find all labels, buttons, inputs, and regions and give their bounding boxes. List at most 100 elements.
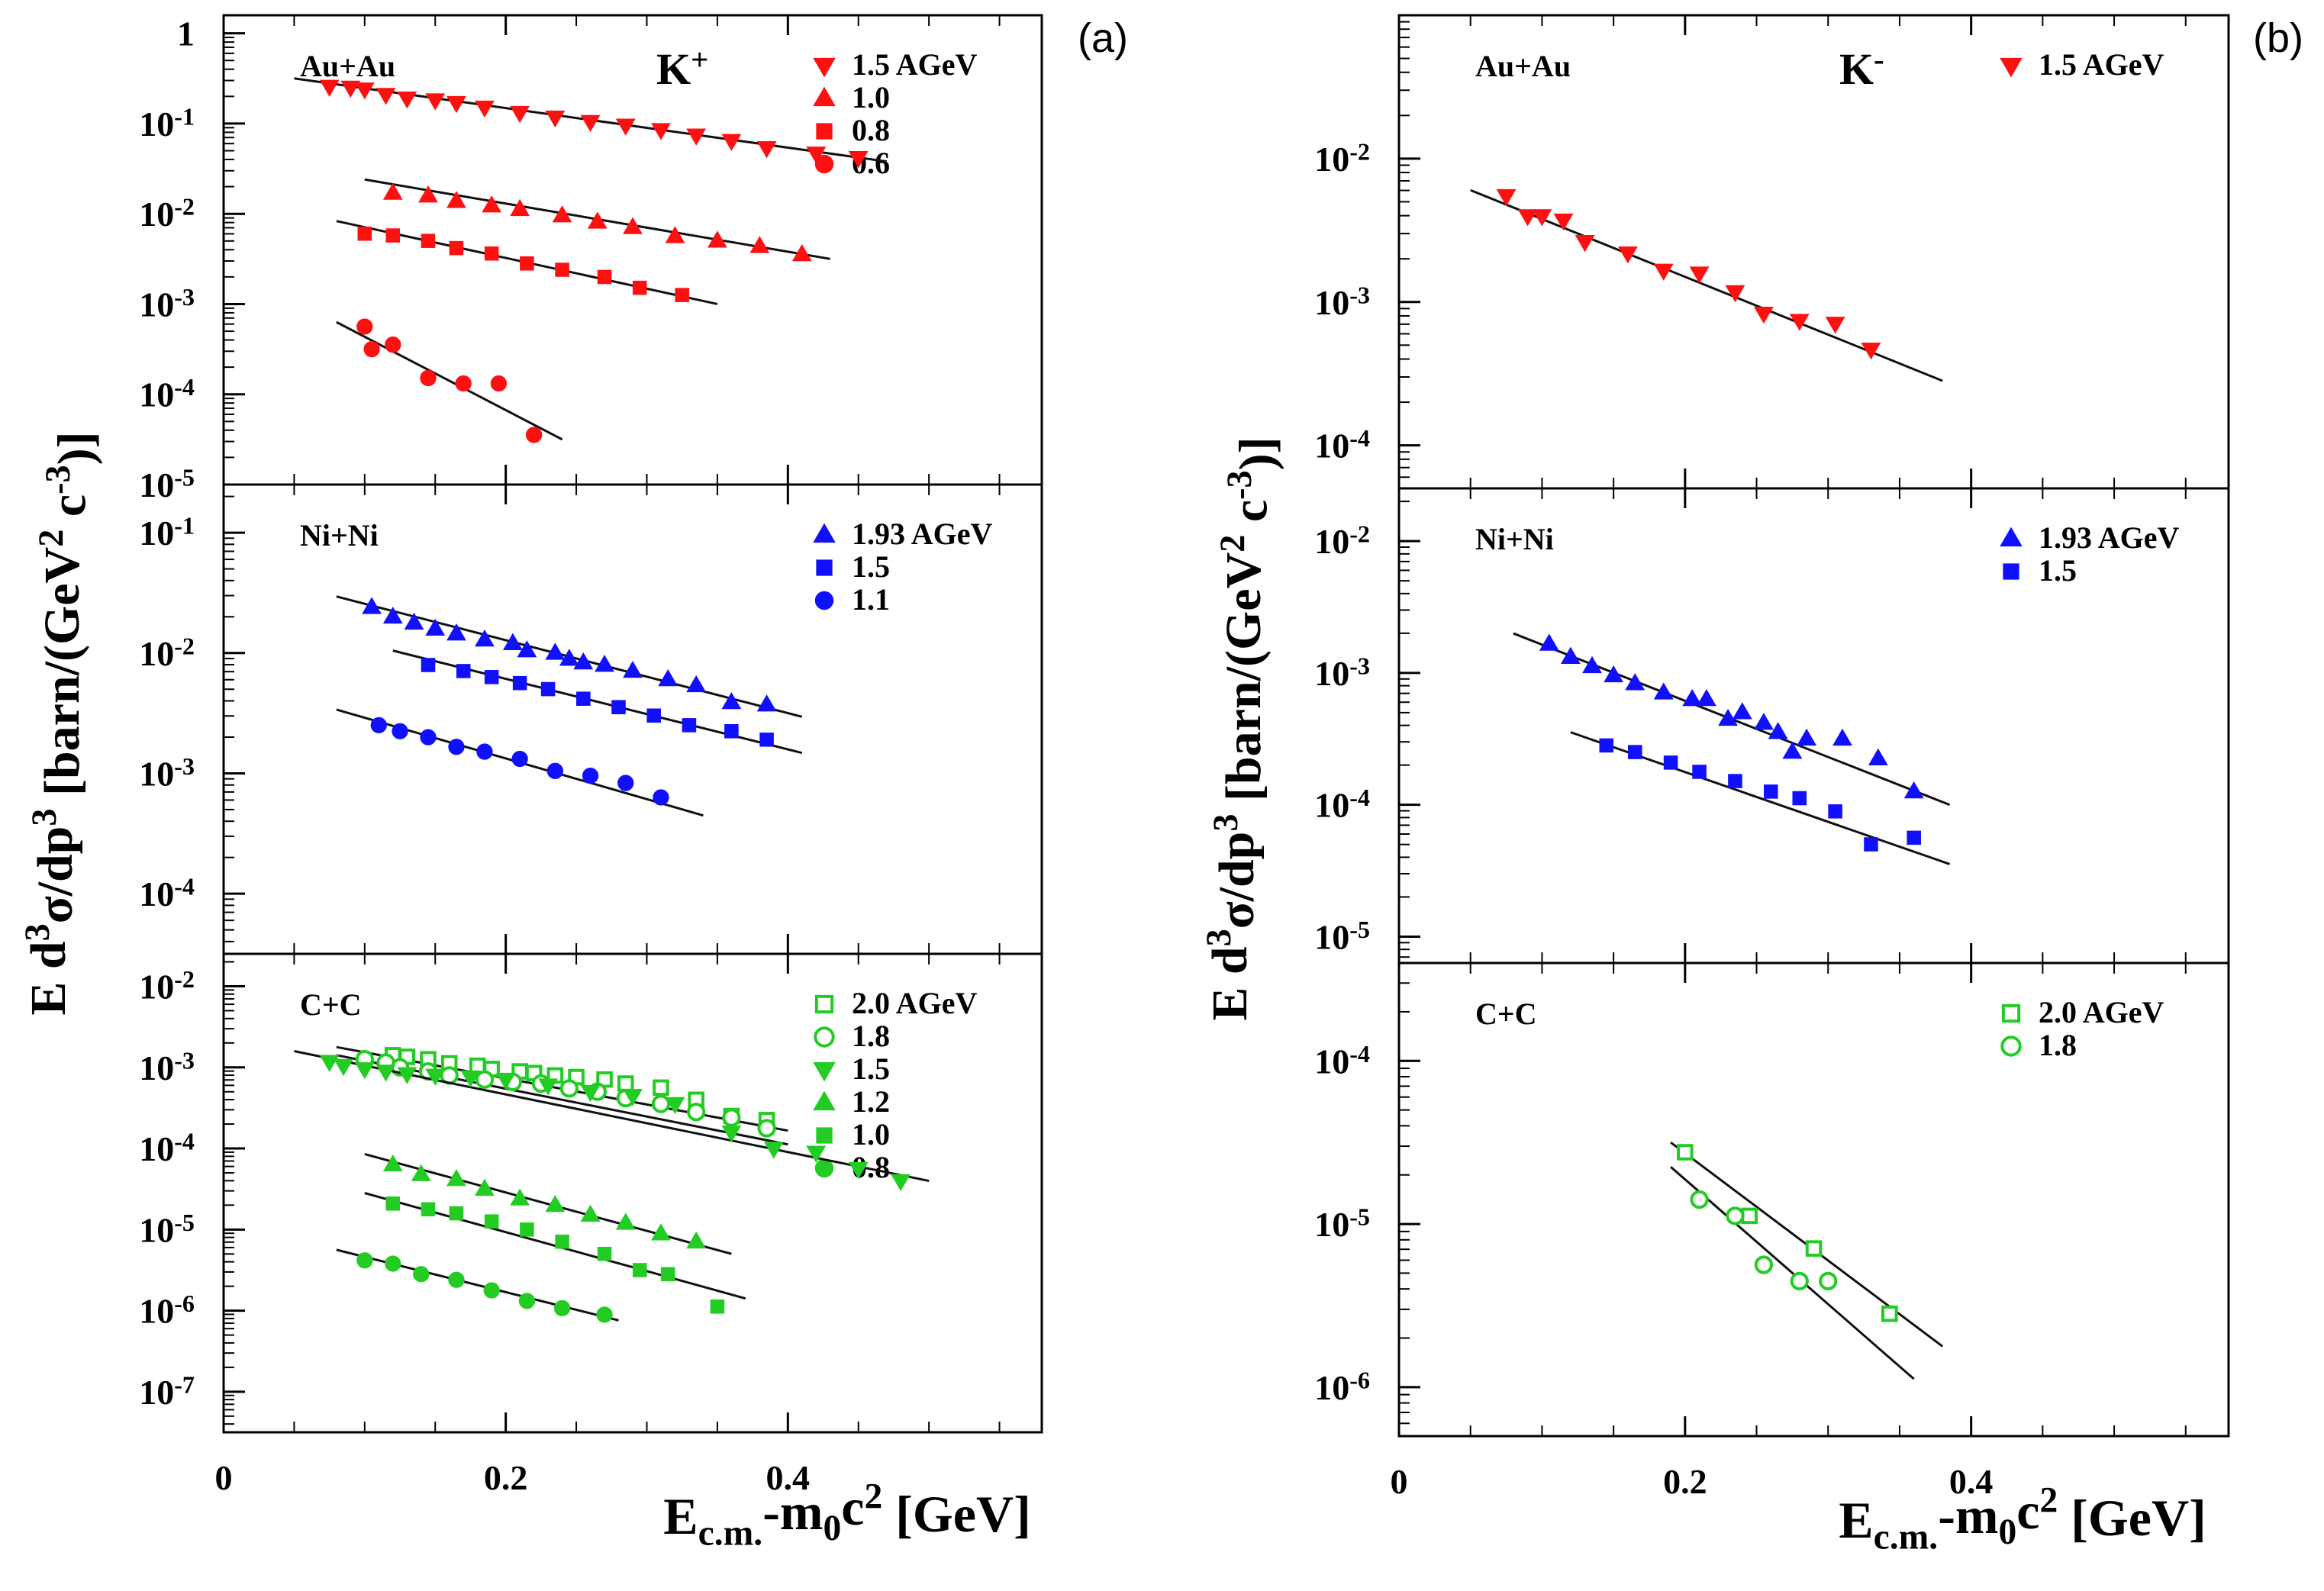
series-1.5 AGeV bbox=[1470, 188, 1943, 382]
data-point bbox=[385, 1196, 401, 1211]
y-tick-label: 10-4 bbox=[1314, 424, 1370, 465]
data-point bbox=[404, 612, 424, 630]
y-tick-label: 10-6 bbox=[139, 1290, 195, 1330]
series-1.5 bbox=[392, 649, 803, 755]
data-point bbox=[1792, 791, 1807, 806]
y-tick-label: 10-3 bbox=[1314, 652, 1370, 692]
y-tick-label: 10-2 bbox=[139, 193, 195, 233]
legend-label: 1.2 bbox=[852, 1084, 890, 1119]
data-point bbox=[1627, 745, 1642, 759]
data-point bbox=[555, 1234, 569, 1249]
data-point bbox=[502, 633, 523, 650]
legend-label: 1.0 bbox=[852, 80, 890, 114]
legend-label: 1.1 bbox=[852, 582, 890, 617]
data-point bbox=[1789, 314, 1810, 331]
data-point bbox=[1496, 188, 1517, 207]
series-1.5 bbox=[1570, 731, 1951, 865]
panel-a: 110-110-210-310-410-5Au+Au 1.5 AGeV1.00.8… bbox=[18, 14, 1128, 1553]
data-point bbox=[665, 226, 685, 243]
data-point bbox=[611, 700, 626, 715]
data-point bbox=[1753, 306, 1774, 324]
data-point bbox=[552, 205, 572, 223]
system-label: Au+Au bbox=[1475, 49, 1571, 83]
data-point bbox=[682, 718, 697, 733]
data-point bbox=[510, 198, 530, 217]
data-point bbox=[545, 1194, 566, 1213]
data-point bbox=[665, 1097, 685, 1115]
y-tick-label: 10-5 bbox=[139, 1209, 195, 1249]
data-point bbox=[1732, 702, 1752, 720]
fit-line bbox=[294, 1050, 930, 1183]
data-point bbox=[420, 369, 437, 387]
data-point bbox=[482, 195, 502, 213]
fit-line bbox=[1470, 188, 1943, 382]
fit-line bbox=[1570, 731, 1951, 865]
data-point bbox=[446, 95, 466, 114]
legend-label: 0.8 bbox=[852, 113, 890, 147]
data-point bbox=[1764, 784, 1778, 799]
subplot-Au+Au: 10-2 10-3 10-4 Au+Au 1.5 AGeV bbox=[1314, 14, 2230, 490]
data-point bbox=[576, 691, 591, 706]
data-point bbox=[425, 618, 446, 636]
data-point bbox=[510, 1188, 530, 1206]
data-point bbox=[623, 1089, 643, 1106]
data-point bbox=[675, 288, 689, 302]
data-point bbox=[385, 337, 401, 353]
data-point bbox=[756, 694, 777, 712]
legend-marker bbox=[816, 123, 833, 140]
data-point bbox=[651, 1223, 671, 1241]
data-point bbox=[354, 82, 375, 100]
series-1.0 bbox=[364, 1192, 746, 1314]
data-point bbox=[460, 1070, 481, 1088]
data-point bbox=[1753, 713, 1774, 730]
legend-marker bbox=[2001, 1003, 2021, 1023]
data-point bbox=[1797, 728, 1817, 746]
legend-marker bbox=[2000, 1035, 2022, 1057]
data-point bbox=[597, 269, 612, 285]
data-point bbox=[340, 80, 361, 98]
data-point bbox=[710, 1300, 725, 1314]
data-point bbox=[512, 675, 527, 691]
data-point bbox=[555, 262, 569, 277]
data-point bbox=[356, 318, 373, 335]
data-point bbox=[1663, 755, 1678, 770]
data-point bbox=[651, 1094, 671, 1113]
panel-label: (b) bbox=[2253, 15, 2303, 61]
series-1.8 bbox=[1670, 1166, 1915, 1380]
data-point bbox=[397, 1067, 417, 1084]
fit-line bbox=[336, 320, 563, 441]
data-point bbox=[525, 427, 543, 443]
data-point bbox=[397, 91, 417, 109]
data-point bbox=[1861, 342, 1881, 360]
y-tick-label: 10-7 bbox=[139, 1370, 195, 1411]
series-1.93 AGeV bbox=[336, 595, 803, 718]
y-tick-label: 10-4 bbox=[139, 873, 195, 913]
y-tick-label: 10-4 bbox=[139, 1128, 195, 1168]
legend-label: 1.5 bbox=[2039, 553, 2077, 588]
series-1.5 AGeV bbox=[294, 77, 887, 169]
data-point bbox=[791, 243, 812, 262]
y-tick-label: 10-1 bbox=[139, 102, 195, 143]
data-point bbox=[1907, 830, 1921, 845]
legend-label: 1.5 bbox=[852, 549, 890, 584]
data-point bbox=[722, 1108, 741, 1127]
data-point bbox=[686, 675, 707, 693]
y-tick-label: 10-2 bbox=[1314, 137, 1370, 178]
subplot-C+C: 10-210-310-410-510-610-7C+C 2.0 AGeV1.81.… bbox=[139, 952, 1043, 1434]
data-point bbox=[421, 658, 436, 672]
data-point bbox=[1825, 317, 1845, 334]
plot-frame bbox=[1397, 487, 2230, 965]
x-tick-label: 0.2 bbox=[484, 1458, 528, 1497]
plot-frame bbox=[222, 952, 1043, 1434]
series-1.0 bbox=[364, 178, 831, 262]
plot-frame bbox=[1397, 14, 2230, 490]
data-point bbox=[724, 723, 739, 739]
data-point bbox=[587, 211, 608, 229]
system-label: Au+Au bbox=[300, 49, 395, 83]
data-point bbox=[1864, 837, 1878, 852]
data-point bbox=[1532, 209, 1552, 227]
data-point bbox=[370, 717, 387, 734]
series-0.8 bbox=[336, 220, 718, 305]
data-point bbox=[421, 233, 436, 248]
